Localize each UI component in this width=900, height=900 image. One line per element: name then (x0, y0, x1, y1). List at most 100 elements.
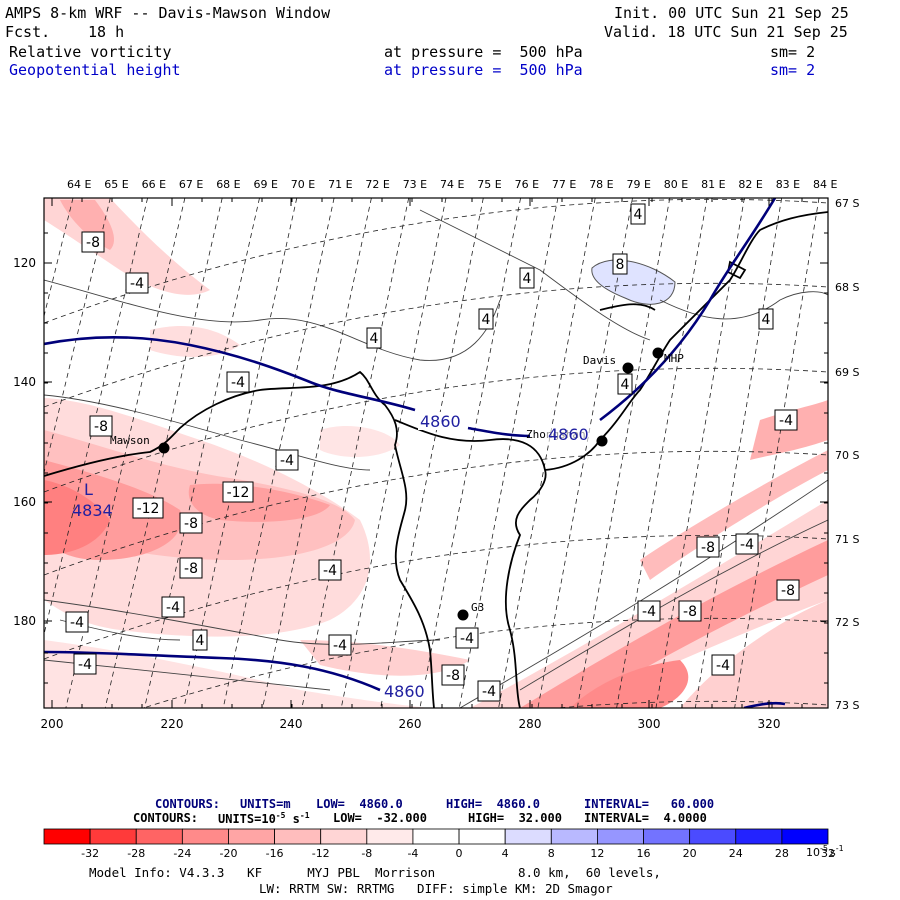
colorbar-swatch (643, 828, 691, 845)
y-tick-label: 160 (13, 495, 36, 509)
x-tick-label: 240 (280, 717, 303, 731)
colorbar-tick-label: 32 (821, 847, 835, 860)
svg-text:4: 4 (634, 207, 643, 223)
colorbar (43, 828, 829, 845)
longitude-label: 83 E (776, 178, 800, 191)
vorticity-label: 8 (612, 253, 628, 275)
svg-text:-12: -12 (227, 485, 250, 501)
vorticity-label: -4 (328, 634, 352, 656)
svg-text:4: 4 (621, 377, 630, 393)
x-tick-label: 220 (161, 717, 184, 731)
latitude-label: 72 S (835, 616, 859, 629)
x-tick-labels: 200 220 240 260 280 300 320 (41, 717, 781, 731)
station-dot-zhongshan (596, 435, 608, 447)
colorbar-swatch (458, 828, 506, 845)
forecast-hour: 18 h (88, 23, 125, 41)
parallel-line (44, 282, 828, 408)
svg-text:4: 4 (482, 312, 491, 328)
contours-1-high: HIGH= 4860.0 (446, 797, 540, 811)
longitude-label: 81 E (701, 178, 725, 191)
svg-text:-8: -8 (86, 235, 100, 251)
svg-text:-4: -4 (231, 375, 245, 391)
svg-text:-12: -12 (137, 501, 160, 517)
vorticity-fill-region (570, 660, 689, 708)
svg-text:-4: -4 (740, 537, 754, 553)
vorticity-label: 4 (630, 203, 646, 225)
colorbar-swatch (228, 828, 275, 845)
colorbar-tick-label: -24 (173, 847, 191, 860)
colorbar-swatch (89, 828, 137, 845)
parallel-line (553, 700, 828, 708)
svg-text:-8: -8 (184, 561, 198, 577)
svg-text:-4: -4 (78, 657, 92, 673)
colorbar-tick-label: 24 (729, 847, 743, 860)
svg-text:8: 8 (616, 257, 625, 273)
meridian-line (301, 198, 410, 708)
meridian-line (537, 198, 633, 708)
latitude-label: 71 S (835, 533, 859, 546)
vorticity-fill-region (44, 640, 430, 708)
plot-frame (43, 197, 829, 709)
colorbar-tick-label: -16 (266, 847, 284, 860)
colorbar-tick-label: 4 (502, 847, 509, 860)
colorbar-swatch (274, 828, 322, 845)
field-1-smoothing: sm= 2 (770, 43, 816, 61)
x-tick-label: 280 (519, 717, 542, 731)
meridian-line (44, 198, 74, 318)
colorbar-tick-label: -4 (407, 847, 418, 860)
field-1-level: at pressure = 500 hPa (384, 43, 583, 61)
meridian-line (262, 198, 372, 708)
model-info-line-1: Model Info: V4.3.3 KF MYJ PBL Morrison 8… (89, 865, 661, 880)
contours-2-units: UNITS=10-5 s-1 (218, 811, 310, 826)
vorticity-label: -8 (89, 415, 113, 437)
vorticity-label: -4 (161, 596, 185, 618)
meridian-line (694, 198, 783, 708)
colorbar-tick-label: 28 (775, 847, 789, 860)
station-dot-mawson (158, 442, 170, 454)
contours-1-interval: INTERVAL= 60.000 (584, 797, 715, 811)
vorticity-label: 4 (519, 267, 535, 289)
height-contour (743, 701, 786, 708)
vorticity-label: -4 (226, 371, 250, 393)
vorticity-label: 4 (478, 308, 494, 330)
vorticity-label: -4 (65, 611, 89, 633)
vorticity-label: -8 (678, 600, 702, 622)
colorbar-tick-label: -32 (81, 847, 99, 860)
meridian-line (655, 198, 745, 708)
longitude-label: 84 E (813, 178, 837, 191)
svg-text:4: 4 (762, 312, 771, 328)
meridian-line (458, 198, 559, 708)
field-1-name: Relative vorticity (9, 43, 172, 61)
latitude-label: 68 S (835, 281, 859, 294)
vorticity-label: -4 (275, 449, 299, 471)
svg-text:-4: -4 (642, 604, 656, 620)
vorticity-label: -4 (711, 654, 735, 676)
height-contours (44, 198, 786, 708)
height-contour (44, 336, 416, 412)
latitude-label: 70 S (835, 449, 859, 462)
svg-text:-8: -8 (701, 540, 715, 556)
colorbar-tick-label: -8 (361, 847, 372, 860)
contours-2-low: LOW= -32.000 (333, 811, 427, 825)
axis-ticks (44, 198, 828, 708)
meridian-line (222, 198, 335, 708)
colorbar-tick-label: 20 (683, 847, 697, 860)
colorbar-swatch (181, 828, 229, 845)
vorticity-fill-region (680, 600, 828, 708)
meridian-line (576, 198, 671, 708)
parallel-line (44, 198, 828, 324)
colorbar-swatch (135, 828, 183, 845)
latitude-label: 69 S (835, 366, 859, 379)
svg-text:-4: -4 (482, 684, 496, 700)
y-tick-labels: 120 140 160 180 (13, 256, 36, 628)
vorticity-label: -8 (696, 536, 720, 558)
svg-text:-4: -4 (323, 563, 337, 579)
longitude-label: 68 E (216, 178, 240, 191)
y-tick-label: 140 (13, 375, 36, 389)
svg-text:-4: -4 (280, 453, 294, 469)
longitude-label: 73 E (403, 178, 427, 191)
colorbar-tick-label: 12 (590, 847, 604, 860)
vorticity-labels: -8 -4 4 -4 -8 -4 -12 -12 -8 -8 -4 -4 4 -4 -4 -4 -8 -4 4 8 4 4… (65, 203, 800, 702)
longitude-label: 82 E (738, 178, 762, 191)
init-time: Init. 00 UTC Sun 21 Sep 25 (614, 4, 849, 22)
